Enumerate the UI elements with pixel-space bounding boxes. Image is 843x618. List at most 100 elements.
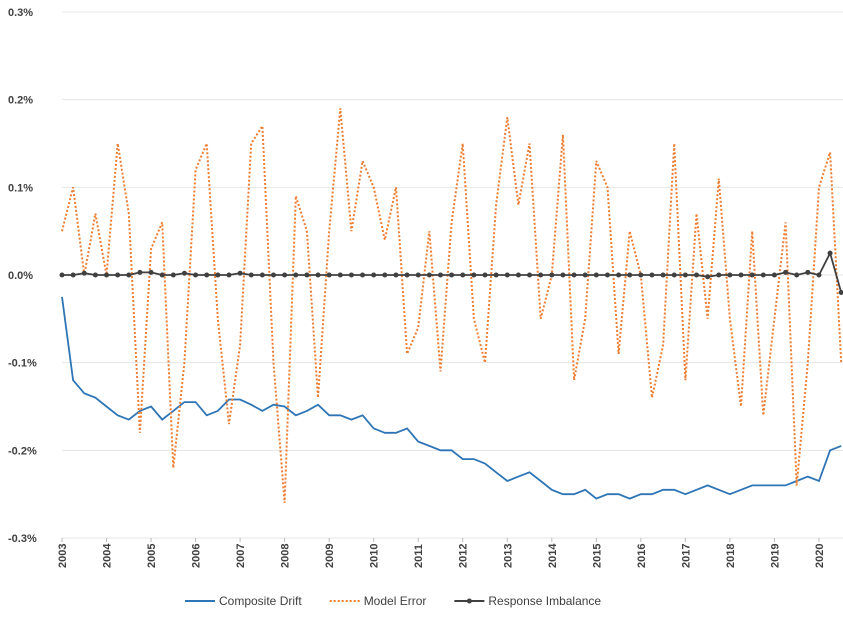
marker (616, 272, 622, 278)
marker (271, 272, 277, 278)
marker (538, 272, 544, 278)
marker (371, 272, 377, 278)
marker (560, 272, 566, 278)
x-tick-label: 2017 (680, 544, 692, 568)
y-tick-label: -0.3% (8, 533, 37, 545)
marker (437, 272, 443, 278)
marker (59, 272, 65, 278)
legend-label: Composite Drift (219, 594, 302, 608)
x-tick-label: 2016 (636, 544, 648, 568)
x-tick-label: 2012 (458, 544, 470, 568)
marker (204, 272, 210, 278)
marker (293, 272, 299, 278)
y-tick-label: -0.2% (8, 445, 37, 457)
x-tick-label: 2006 (191, 544, 203, 568)
series-line (61, 296, 842, 500)
x-tick-label: 2013 (502, 544, 514, 568)
legend-label: Model Error (364, 594, 427, 608)
marker (159, 272, 165, 278)
marker (393, 272, 399, 278)
marker (794, 272, 800, 278)
marker (838, 290, 843, 296)
marker (604, 272, 610, 278)
marker (115, 272, 121, 278)
marker (705, 274, 711, 280)
y-tick-label: 0.3% (8, 7, 33, 19)
marker (593, 272, 599, 278)
marker (337, 272, 343, 278)
marker (382, 272, 388, 278)
marker (282, 272, 288, 278)
marker (137, 269, 143, 275)
y-tick-label: 0.1% (8, 182, 33, 194)
marker (426, 272, 432, 278)
marker (727, 272, 733, 278)
marker (716, 272, 722, 278)
marker (527, 272, 533, 278)
marker (482, 272, 488, 278)
marker (181, 270, 187, 276)
x-tick-label: 2020 (814, 544, 826, 568)
x-tick-label: 2003 (57, 544, 69, 568)
x-tick-label: 2009 (324, 544, 336, 568)
legend-marker (466, 598, 472, 604)
marker (404, 272, 410, 278)
x-tick-label: 2014 (547, 543, 559, 568)
marker (694, 272, 700, 278)
marker (460, 272, 466, 278)
marker (415, 272, 421, 278)
marker (304, 272, 310, 278)
marker (148, 269, 154, 275)
marker (226, 272, 232, 278)
marker (827, 250, 833, 256)
marker (193, 272, 199, 278)
marker (170, 272, 176, 278)
marker (660, 272, 666, 278)
marker (104, 272, 110, 278)
series-line (61, 108, 843, 503)
marker (493, 272, 499, 278)
marker (126, 272, 132, 278)
x-tick-label: 2019 (769, 544, 781, 568)
x-tick-label: 2005 (146, 544, 158, 568)
x-tick-label: 2011 (413, 544, 425, 568)
marker (771, 272, 777, 278)
marker (760, 272, 766, 278)
marker (582, 272, 588, 278)
x-tick-label: 2018 (725, 544, 737, 568)
x-tick-label: 2008 (280, 544, 292, 568)
marker (70, 272, 76, 278)
marker (783, 269, 789, 275)
marker (682, 272, 688, 278)
marker (81, 270, 87, 276)
marker (816, 272, 822, 278)
marker (638, 272, 644, 278)
y-tick-label: -0.1% (8, 358, 37, 370)
x-tick-label: 2010 (369, 544, 381, 568)
y-tick-label: 0.2% (8, 95, 33, 107)
x-tick-label: 2007 (235, 544, 247, 568)
marker (248, 272, 254, 278)
marker (360, 272, 366, 278)
marker (449, 272, 455, 278)
marker (515, 272, 521, 278)
marker (549, 272, 555, 278)
y-tick-label: 0.0% (8, 270, 33, 282)
marker (805, 269, 811, 275)
marker (259, 272, 265, 278)
marker (471, 272, 477, 278)
legend-label: Response Imbalance (488, 594, 601, 608)
marker (504, 272, 510, 278)
marker (671, 272, 677, 278)
marker (237, 270, 243, 276)
x-tick-label: 2004 (102, 543, 114, 568)
marker (649, 272, 655, 278)
x-tick-label: 2015 (591, 544, 603, 568)
marker (348, 272, 354, 278)
marker (92, 272, 98, 278)
marker (215, 272, 221, 278)
marker (749, 272, 755, 278)
marker (326, 272, 332, 278)
marker (738, 272, 744, 278)
